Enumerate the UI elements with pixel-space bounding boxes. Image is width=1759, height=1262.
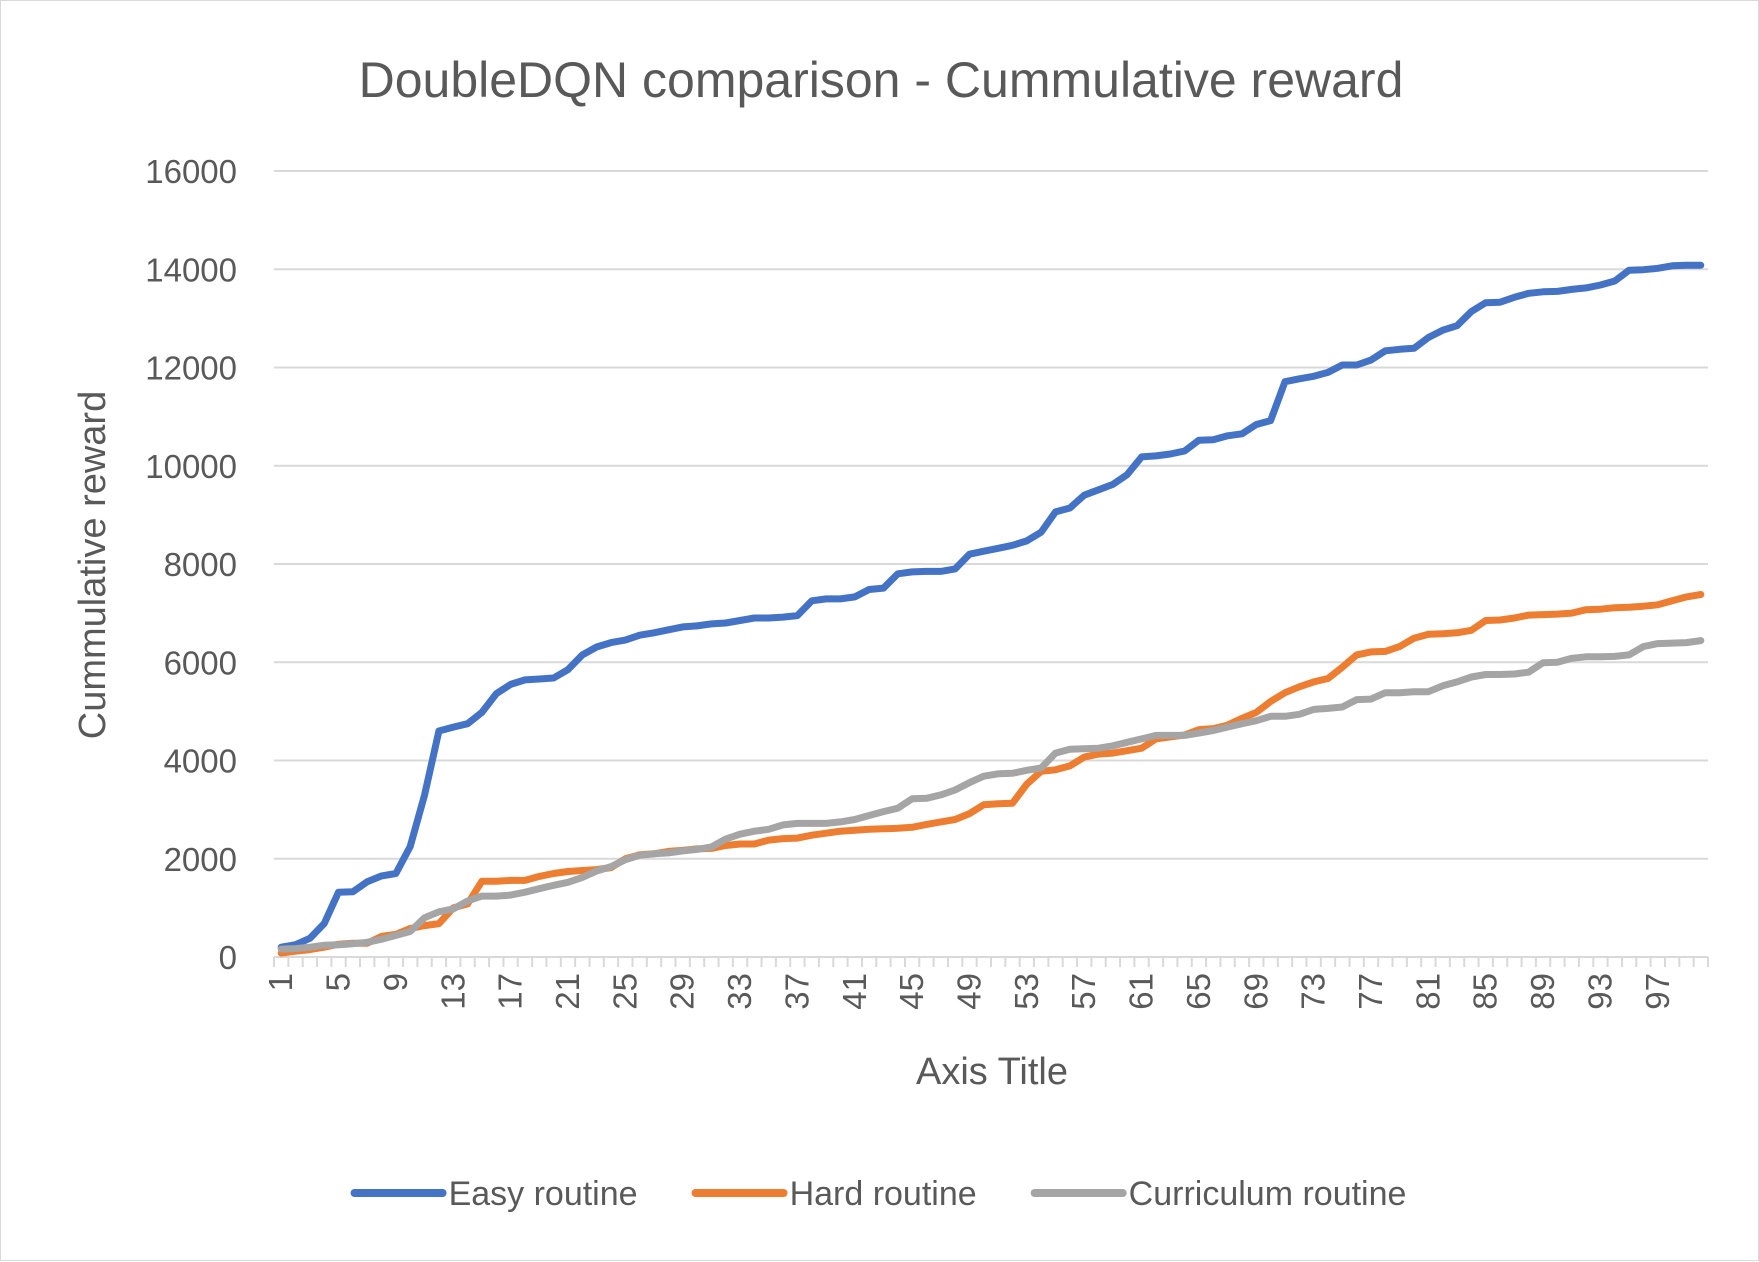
- x-axis-title: Axis Title: [916, 1051, 1068, 1093]
- y-tick-label: 6000: [164, 644, 237, 681]
- x-tick-label: 21: [549, 973, 586, 1010]
- y-axis-title: Cummulative reward: [72, 391, 114, 739]
- y-tick-label: 12000: [145, 350, 237, 387]
- x-tick-label: 69: [1237, 973, 1274, 1010]
- x-tick-label: 25: [606, 973, 643, 1010]
- x-tick-label: 61: [1123, 973, 1160, 1010]
- y-tick-label: 2000: [164, 841, 237, 878]
- y-tick-label: 10000: [145, 448, 237, 485]
- x-tick-label: 29: [664, 973, 701, 1010]
- x-tick-label: 33: [721, 973, 758, 1010]
- y-tick-label: 0: [219, 939, 237, 976]
- y-tick-label: 16000: [145, 153, 237, 190]
- x-tick-label: 17: [492, 973, 529, 1010]
- series-lines: [277, 261, 1705, 957]
- x-tick-label: 49: [950, 973, 987, 1010]
- legend-label-curriculum-routine: Curriculum routine: [1129, 1175, 1407, 1213]
- x-axis-ticks: 1 5 9 13 17 21 25 29 33 37 41 45 49 53 57 61 65 69 73 77 81 8…: [262, 957, 1709, 1010]
- x-tick-label: 65: [1180, 973, 1217, 1010]
- x-tick-label: 13: [434, 973, 471, 1010]
- gridlines: [274, 170, 1708, 958]
- y-tick-label: 4000: [164, 743, 237, 780]
- chart-title: DoubleDQN comparison - Cummulative rewar…: [359, 52, 1404, 108]
- x-tick-label: 57: [1065, 973, 1102, 1010]
- series-line-curriculum-routine: [277, 637, 1705, 953]
- x-tick-label: 73: [1295, 973, 1332, 1010]
- x-tick-label: 53: [1008, 973, 1045, 1010]
- x-tick-label: 85: [1467, 973, 1504, 1010]
- legend-label-easy-routine: Easy routine: [449, 1175, 638, 1213]
- legend: Easy routine Hard routine Curriculum routi…: [350, 1175, 1407, 1213]
- x-tick-label: 1: [262, 973, 299, 991]
- legend-label-hard-routine: Hard routine: [790, 1175, 977, 1213]
- x-tick-label: 5: [320, 973, 357, 991]
- x-tick-label: 77: [1352, 973, 1389, 1010]
- x-tick-label: 41: [836, 973, 873, 1010]
- x-tick-label: 81: [1409, 973, 1446, 1010]
- y-axis-ticks: 0 2000 4000 6000 8000 10000 12000 14000 16000: [145, 153, 237, 976]
- x-tick-label: 9: [377, 973, 414, 991]
- x-tick-label: 97: [1639, 973, 1676, 1010]
- series-line-hard-routine: [277, 591, 1705, 957]
- x-tick-label: 89: [1524, 973, 1561, 1010]
- x-tick-label: 93: [1581, 973, 1618, 1010]
- x-tick-label: 37: [778, 973, 815, 1010]
- y-tick-label: 14000: [145, 251, 237, 288]
- series-line-easy-routine: [277, 261, 1705, 951]
- y-tick-label: 8000: [164, 546, 237, 583]
- x-tick-label: 45: [893, 973, 930, 1010]
